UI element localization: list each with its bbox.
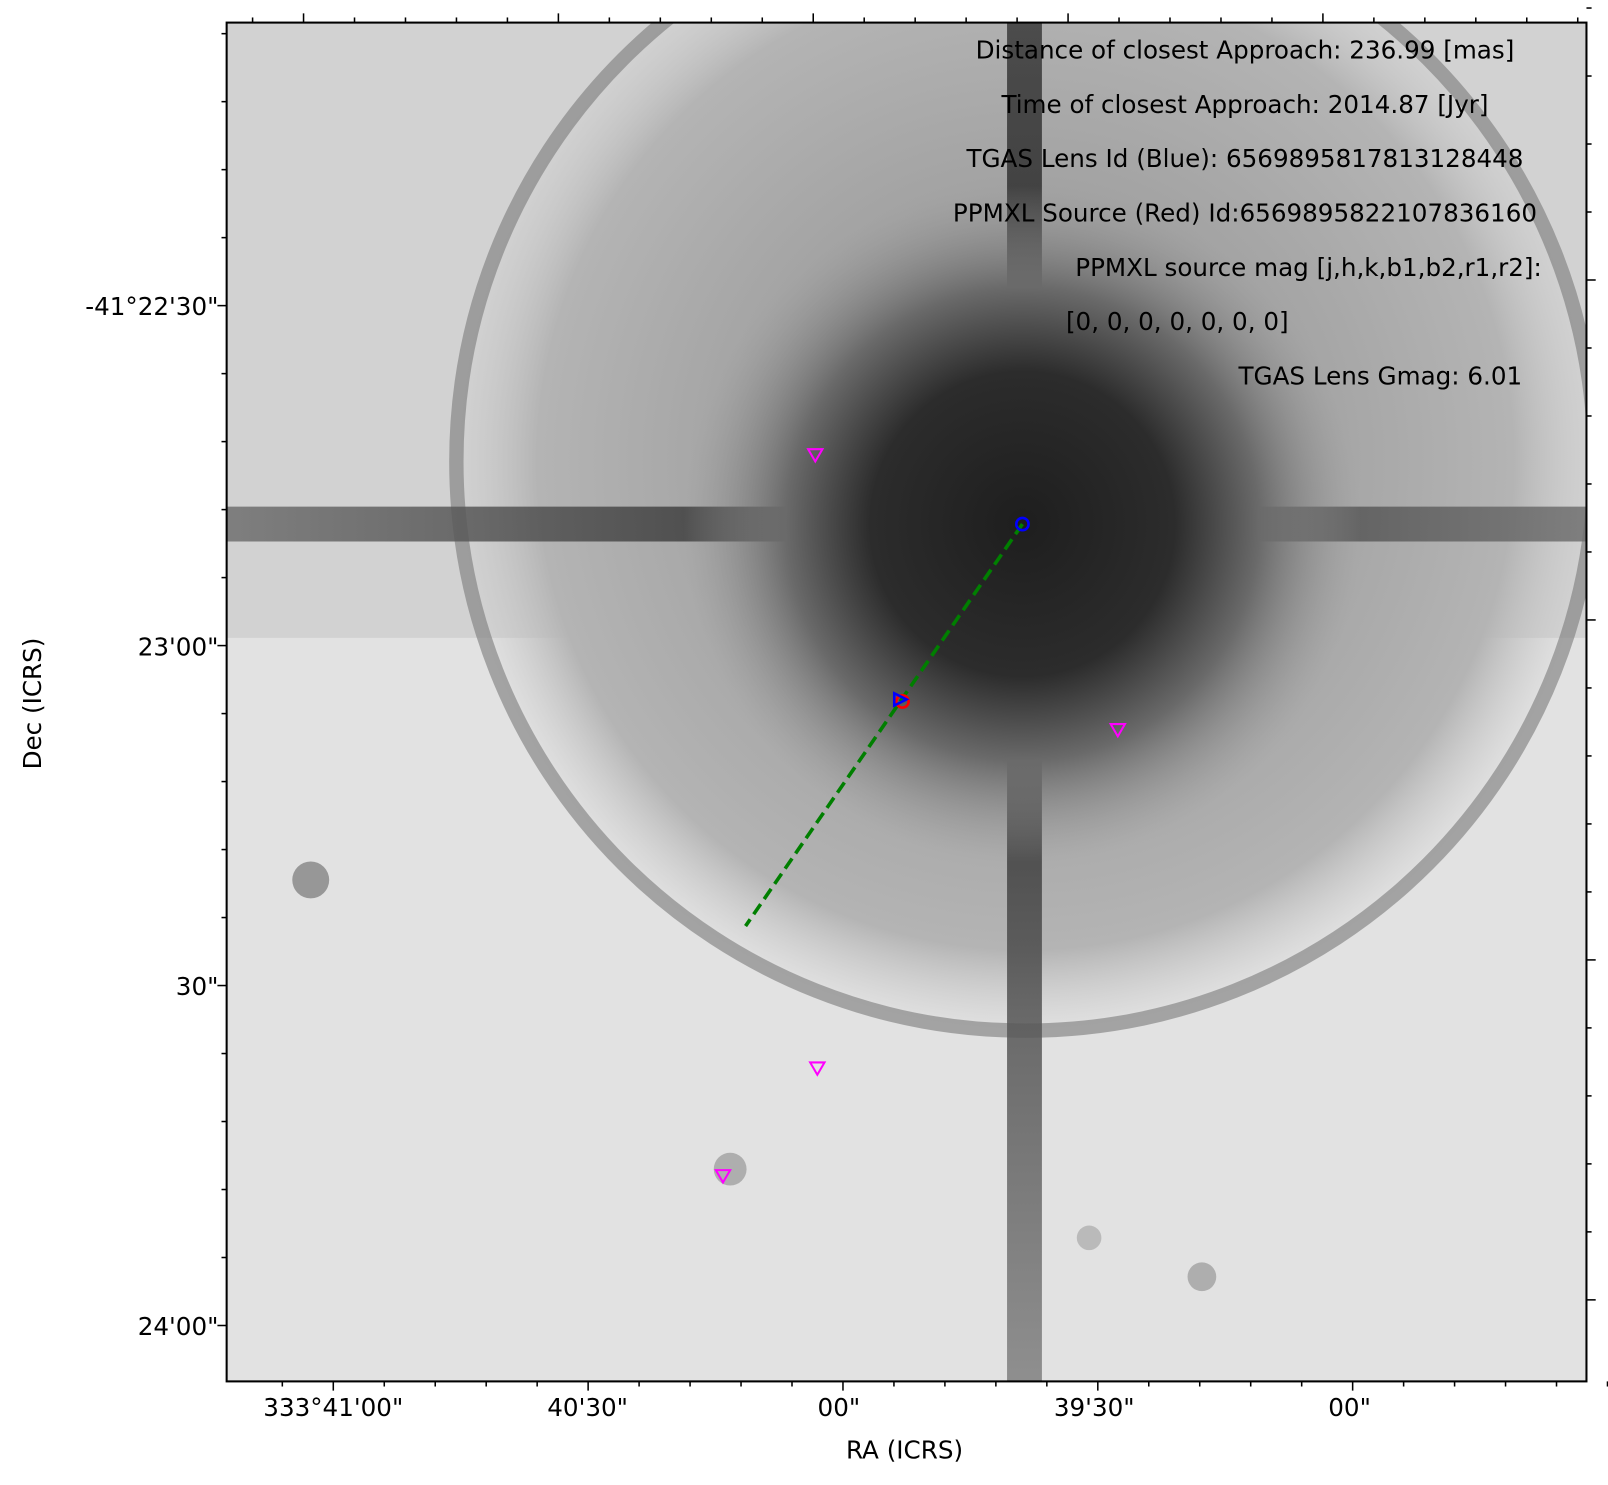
annotations: Distance of closest Approach: 236.99 [ma… [953,35,1542,390]
x-axis-label: RA (ICRS) [846,1435,963,1464]
annotation: PPMXL Source (Red) Id:656989582210783616… [953,199,1537,228]
x-tick-label: 00" [818,1393,861,1422]
y-tick-label: -41°22'30" [85,292,218,321]
y-axis-label: Dec (ICRS) [18,638,47,770]
annotation: [0, 0, 0, 0, 0, 0, 0] [1066,307,1289,336]
tick-marks [217,7,1608,1391]
source-marker [895,694,910,709]
axes-frame [225,21,1588,1383]
closest-marker [892,691,910,708]
trajectory [744,523,1024,928]
x-tick-label: 40'30" [547,1393,628,1422]
annotation: TGAS Lens Gmag: 6.01 [1237,362,1522,391]
tick-labels: 333°41'00" 40'30" 00" 39'30" 00" -41°22'30" 23… [85,292,1371,1422]
annotation: Time of closest Approach: 2014.87 [Jyr] [1000,90,1488,119]
y-tick-label: 30" [176,972,219,1001]
y-tick-label: 23'00" [138,632,219,661]
sources [714,448,1127,1185]
y-tick-label: 24'00" [138,1312,219,1341]
x-tick-label: 333°41'00" [263,1393,403,1422]
lens-marker [1014,516,1030,532]
annotation: Distance of closest Approach: 236.99 [ma… [976,35,1515,64]
annotation: TGAS Lens Id (Blue): 6569895817813128448 [965,144,1523,173]
x-tick-label: 39'30" [1054,1393,1135,1422]
annotation: PPMXL source mag [j,h,k,b1,b2,r1,r2]: [1075,253,1542,282]
x-tick-label: 00" [1328,1393,1371,1422]
